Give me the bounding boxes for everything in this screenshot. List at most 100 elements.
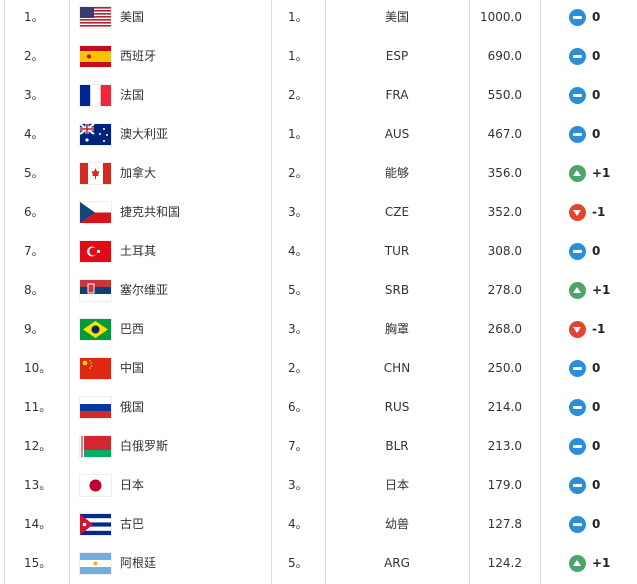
country-code: ARG <box>384 556 410 570</box>
column-divider <box>271 0 272 584</box>
trend-up-icon <box>569 165 586 182</box>
table-row: 4。 澳大利亚 1。 AUS 467.0 0 <box>0 115 637 154</box>
rank-change: 0 <box>592 439 601 453</box>
zone-rank: 4。 <box>288 517 308 531</box>
trend-same-icon <box>569 48 586 65</box>
trend-same-icon <box>569 126 586 143</box>
trend-same-icon <box>569 9 586 26</box>
points: 213.0 <box>487 439 522 453</box>
world-rank: 8。 <box>24 283 44 297</box>
country-name[interactable]: 美国 <box>120 10 145 24</box>
points: 278.0 <box>487 283 522 297</box>
zone-rank: 6。 <box>288 400 308 414</box>
points: 250.0 <box>487 361 522 375</box>
trend-up-icon <box>569 282 586 299</box>
world-rank: 3。 <box>24 88 44 102</box>
flag-chn-icon <box>80 358 111 379</box>
points: 124.2 <box>487 556 522 570</box>
column-divider <box>540 0 541 584</box>
country-code: 能够 <box>384 166 409 180</box>
points: 214.0 <box>487 400 522 414</box>
country-code: 幼兽 <box>384 517 409 531</box>
table-row: 5。 加拿大 2。 能够 356.0 +1 <box>0 154 637 193</box>
points: 690.0 <box>487 49 522 63</box>
country-name[interactable]: 古巴 <box>120 517 145 531</box>
world-rank: 13。 <box>24 478 52 492</box>
zone-rank: 4。 <box>288 244 308 258</box>
table-row: 9。 巴西 3。 胸罩 268.0 -1 <box>0 310 637 349</box>
rank-change: 0 <box>592 88 601 102</box>
country-name[interactable]: 俄国 <box>120 400 145 414</box>
rank-change: 0 <box>592 10 601 24</box>
rank-change: 0 <box>592 400 601 414</box>
zone-rank: 2。 <box>288 166 308 180</box>
trend-same-icon <box>569 438 586 455</box>
country-name[interactable]: 法国 <box>120 88 145 102</box>
table-row: 11。 俄国 6。 RUS 214.0 0 <box>0 388 637 427</box>
zone-rank: 3。 <box>288 205 308 219</box>
country-code: 胸罩 <box>384 322 409 336</box>
world-rank: 12。 <box>24 439 52 453</box>
world-rank: 6。 <box>24 205 44 219</box>
points: 467.0 <box>487 127 522 141</box>
world-rank: 7。 <box>24 244 44 258</box>
zone-rank: 3。 <box>288 478 308 492</box>
country-name[interactable]: 白俄罗斯 <box>120 439 169 453</box>
points: 356.0 <box>487 166 522 180</box>
points: 352.0 <box>487 205 522 219</box>
column-divider <box>69 0 70 584</box>
country-name[interactable]: 塞尔维亚 <box>120 283 169 297</box>
world-rank: 14。 <box>24 517 52 531</box>
table-row: 14。 古巴 4。 幼兽 127.8 0 <box>0 505 637 544</box>
country-name[interactable]: 土耳其 <box>120 244 157 258</box>
points: 308.0 <box>487 244 522 258</box>
world-rank: 4。 <box>24 127 44 141</box>
flag-blr-icon <box>80 436 111 457</box>
trend-same-icon <box>569 243 586 260</box>
country-name[interactable]: 阿根廷 <box>120 556 157 570</box>
flag-tur-icon <box>80 241 111 262</box>
country-name[interactable]: 巴西 <box>120 322 145 336</box>
table-row: 15。 阿根廷 5。 ARG 124.2 +1 <box>0 544 637 583</box>
flag-fra-icon <box>80 85 111 106</box>
country-code: CZE <box>384 205 410 219</box>
table-row: 8。 塞尔维亚 5。 SRB 278.0 +1 <box>0 271 637 310</box>
country-name[interactable]: 澳大利亚 <box>120 127 169 141</box>
zone-rank: 1。 <box>288 49 308 63</box>
country-code: 美国 <box>384 10 409 24</box>
rank-change: +1 <box>592 283 611 297</box>
world-rank: 1。 <box>24 10 44 24</box>
country-code: 日本 <box>384 478 409 492</box>
flag-rus-icon <box>80 397 111 418</box>
column-divider <box>4 0 5 584</box>
trend-same-icon <box>569 399 586 416</box>
flag-bra-icon <box>80 319 111 340</box>
points: 268.0 <box>487 322 522 336</box>
table-row: 12。 白俄罗斯 7。 BLR 213.0 0 <box>0 427 637 466</box>
flag-can-icon <box>80 163 111 184</box>
flag-cze-icon <box>80 202 111 223</box>
country-name[interactable]: 西班牙 <box>120 49 157 63</box>
flag-aus-icon <box>80 124 111 145</box>
rank-change: +1 <box>592 166 611 180</box>
rank-change: 0 <box>592 49 601 63</box>
rank-change: 0 <box>592 244 601 258</box>
country-code: AUS <box>384 127 410 141</box>
flag-arg-icon <box>80 553 111 574</box>
world-rank: 11。 <box>24 400 52 414</box>
table-row: 10。 中国 2。 CHN 250.0 0 <box>0 349 637 388</box>
table-row: 2。 西班牙 1。 ESP 690.0 0 <box>0 37 637 76</box>
country-name[interactable]: 日本 <box>120 478 145 492</box>
table-row: 6。 捷克共和国 3。 CZE 352.0 -1 <box>0 193 637 232</box>
country-code: CHN <box>383 361 411 375</box>
flag-cub-icon <box>80 514 111 535</box>
zone-rank: 7。 <box>288 439 308 453</box>
rank-change: 0 <box>592 127 601 141</box>
country-name[interactable]: 中国 <box>120 361 145 375</box>
table-row: 7。 土耳其 4。 TUR 308.0 0 <box>0 232 637 271</box>
flag-jpn-icon <box>80 475 111 496</box>
country-name[interactable]: 捷克共和国 <box>120 205 181 219</box>
country-name[interactable]: 加拿大 <box>120 166 157 180</box>
country-code: TUR <box>384 244 410 258</box>
points: 550.0 <box>487 88 522 102</box>
